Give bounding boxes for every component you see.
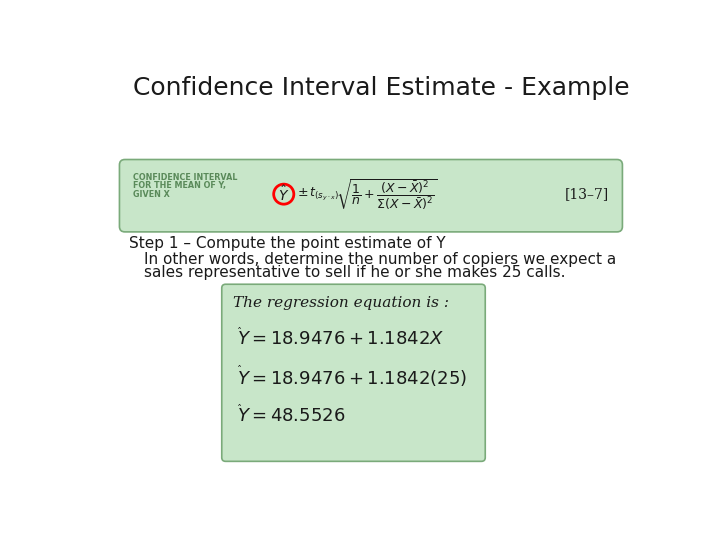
Text: $\hat{}$: $\hat{}$	[238, 323, 243, 332]
Text: $\hat{Y}$: $\hat{Y}$	[278, 185, 289, 204]
Text: $\pm\,t_{(s_{y \cdot x})}$: $\pm\,t_{(s_{y \cdot x})}$	[297, 186, 339, 202]
Text: [13–7]: [13–7]	[565, 187, 609, 201]
Text: CONFIDENCE INTERVAL: CONFIDENCE INTERVAL	[132, 173, 237, 181]
Text: FOR THE MEAN OF Y,: FOR THE MEAN OF Y,	[132, 181, 225, 190]
Text: $\hat{}$: $\hat{}$	[238, 400, 243, 409]
Text: Confidence Interval Estimate - Example: Confidence Interval Estimate - Example	[132, 76, 629, 100]
FancyBboxPatch shape	[222, 284, 485, 461]
Text: $\sqrt{\dfrac{1}{n} + \dfrac{(X - \bar{X})^2}{\Sigma(X - \bar{X})^2}}$: $\sqrt{\dfrac{1}{n} + \dfrac{(X - \bar{X…	[336, 177, 438, 212]
Text: sales representative to sell if he or she makes 25 calls.: sales representative to sell if he or sh…	[144, 265, 566, 280]
Text: GIVEN X: GIVEN X	[132, 190, 169, 199]
Text: The regression equation is :: The regression equation is :	[233, 296, 449, 310]
Text: $Y = 48.5526$: $Y = 48.5526$	[238, 407, 346, 424]
FancyBboxPatch shape	[120, 159, 622, 232]
Text: $Y = 18.9476 + 1.1842(25)$: $Y = 18.9476 + 1.1842(25)$	[238, 368, 467, 388]
Text: $\hat{}$: $\hat{}$	[238, 361, 243, 370]
Text: In other words, determine the number of copiers we expect a: In other words, determine the number of …	[144, 252, 616, 267]
Text: $Y = 18.9476 + 1.1842X$: $Y = 18.9476 + 1.1842X$	[238, 330, 444, 348]
Text: Step 1 – Compute the point estimate of Y: Step 1 – Compute the point estimate of Y	[129, 236, 446, 251]
